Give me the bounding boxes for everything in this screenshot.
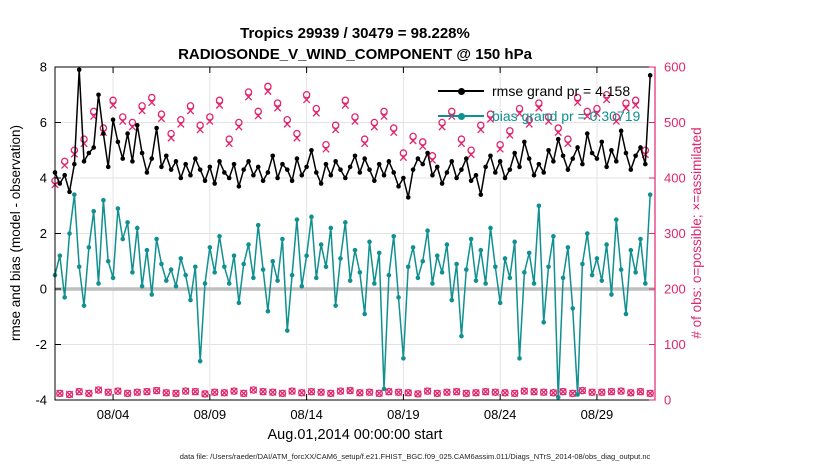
legend: rmse grand pr = 4.158 bias grand pr = 0.… [438, 78, 640, 128]
rmse-marker-icon [458, 87, 465, 95]
svg-text:8: 8 [40, 60, 47, 75]
svg-text:0: 0 [664, 393, 671, 408]
svg-text:6: 6 [40, 115, 47, 130]
svg-text:08/14: 08/14 [290, 407, 323, 422]
svg-text:08/24: 08/24 [484, 407, 517, 422]
svg-text:08/19: 08/19 [387, 407, 420, 422]
bias-line-swatch [438, 112, 484, 120]
y-axis-label-right: # of obs: o=possible; ×=assimilated [689, 127, 704, 339]
bias-marker-icon [458, 112, 465, 120]
x-axis-label: Aug.01,2014 00:00:00 start [267, 427, 443, 443]
y-axis-label-left: rmse and bias (model - observation) [8, 124, 23, 342]
svg-text:2: 2 [40, 226, 47, 241]
svg-text:300: 300 [664, 226, 686, 241]
legend-label-rmse: rmse grand pr = 4.158 [492, 82, 631, 99]
rmse-line-swatch [438, 87, 484, 95]
legend-label-bias: bias grand pr = 0.30719 [492, 107, 641, 124]
svg-text:-2: -2 [35, 337, 47, 352]
svg-text:08/09: 08/09 [194, 407, 227, 422]
svg-text:100: 100 [664, 337, 686, 352]
svg-text:500: 500 [664, 115, 686, 130]
legend-item-bias: bias grand pr = 0.30719 [438, 103, 640, 128]
legend-item-rmse: rmse grand pr = 4.158 [438, 78, 640, 103]
svg-text:600: 600 [664, 60, 686, 75]
svg-text:400: 400 [664, 171, 686, 186]
svg-text:-4: -4 [35, 393, 47, 408]
figure-title: Tropics 29939 / 30479 = 98.228% [240, 25, 470, 42]
svg-text:08/29: 08/29 [581, 407, 614, 422]
figure-subtitle: RADIOSONDE_V_WIND_COMPONENT @ 150 hPa [178, 46, 532, 63]
svg-text:200: 200 [664, 282, 686, 297]
svg-text:08/04: 08/04 [97, 407, 130, 422]
svg-text:0: 0 [40, 282, 47, 297]
svg-text:4: 4 [40, 171, 47, 186]
data-file-path: data file: /Users/raeder/DAI/ATM_forcXX/… [179, 452, 651, 461]
